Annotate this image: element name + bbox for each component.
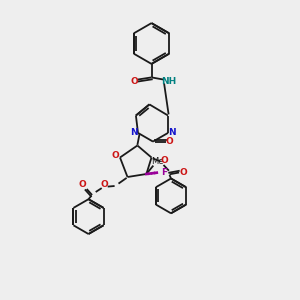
Text: NH: NH [161,76,176,85]
Text: O: O [112,151,120,160]
Text: N: N [168,128,176,137]
Text: O: O [100,180,108,189]
Text: O: O [166,137,173,146]
Text: O: O [179,168,187,177]
Text: N: N [130,128,138,137]
Text: O: O [130,76,138,85]
Text: F: F [161,168,167,177]
Text: O: O [160,156,168,165]
Text: Me: Me [151,158,163,166]
Text: O: O [78,180,86,189]
